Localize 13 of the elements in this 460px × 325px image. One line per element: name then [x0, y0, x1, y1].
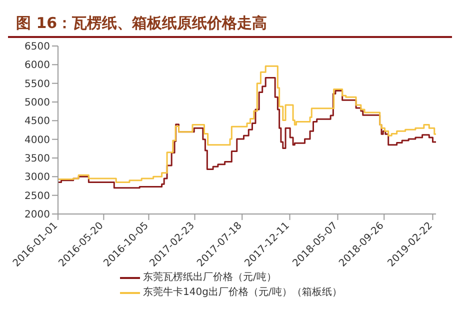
legend-label: 东莞牛卡140g出厂价格（元/吨）（箱板纸）	[143, 286, 342, 300]
y-tick-label: 6500	[24, 42, 50, 53]
y-tick-label: 3000	[24, 172, 50, 184]
y-tick-label: 4000	[24, 134, 50, 146]
y-tick-label: 5500	[24, 78, 50, 90]
y-tick-label: 6000	[24, 60, 50, 72]
y-tick-label: 4500	[24, 116, 50, 128]
y-tick-label: 2000	[24, 210, 50, 221]
y-tick-label: 2500	[24, 190, 50, 202]
legend-label: 东莞瓦楞纸出厂价格（元/吨）	[143, 270, 276, 285]
chart-title: 图 16：瓦楞纸、箱板纸原纸价格走高	[8, 8, 452, 38]
y-tick-label: 5000	[24, 98, 50, 109]
y-tick-label: 3500	[24, 154, 50, 165]
